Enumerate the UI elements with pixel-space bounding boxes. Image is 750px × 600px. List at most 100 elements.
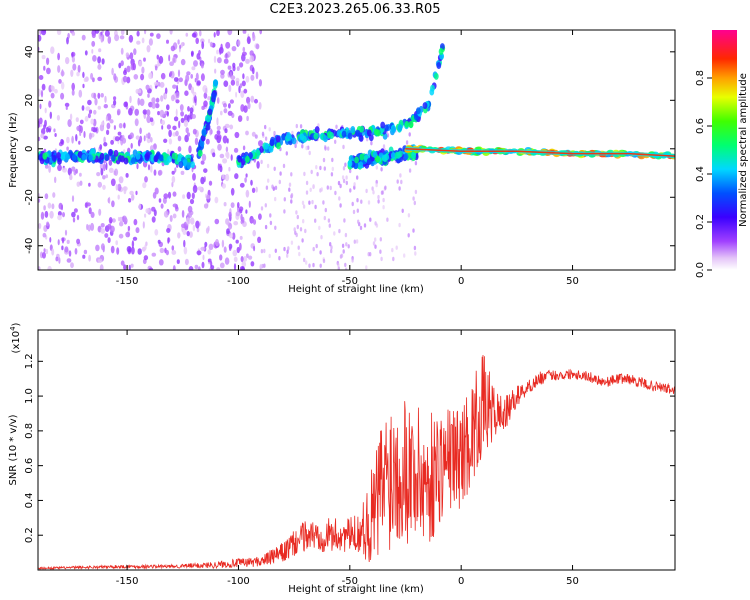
spectral-blob bbox=[331, 157, 334, 163]
spectral-blob bbox=[186, 230, 190, 237]
spectral-blob bbox=[51, 85, 55, 92]
spectral-blob bbox=[185, 32, 189, 37]
spectral-blob bbox=[66, 146, 69, 151]
spectral-blob bbox=[97, 64, 102, 70]
spectral-blob bbox=[190, 86, 195, 94]
spectral-blob bbox=[102, 175, 106, 180]
spectral-blob bbox=[104, 154, 110, 162]
spectral-blob bbox=[134, 118, 139, 127]
spectral-blob bbox=[153, 209, 157, 217]
spectral-blob bbox=[81, 105, 85, 111]
spectral-blob bbox=[43, 248, 46, 253]
spectral-blob bbox=[76, 181, 81, 187]
spectral-blob bbox=[330, 172, 334, 177]
spectral-blob bbox=[38, 136, 41, 142]
carrier-core bbox=[405, 148, 675, 157]
spectral-blob bbox=[179, 104, 184, 112]
spectral-blob bbox=[208, 243, 214, 250]
spectral-blob bbox=[187, 106, 190, 112]
spectral-blob bbox=[141, 37, 145, 44]
spectral-blob bbox=[64, 246, 69, 253]
spectral-blob bbox=[56, 152, 61, 159]
snr-frame bbox=[37, 329, 676, 571]
spectral-blob bbox=[294, 230, 297, 235]
spectral-blob bbox=[81, 34, 86, 41]
spectral-blob bbox=[58, 202, 63, 210]
spectral-blob bbox=[115, 240, 118, 246]
spectral-blob bbox=[323, 166, 326, 171]
spectral-blob bbox=[147, 93, 150, 98]
spectral-blob bbox=[177, 69, 181, 78]
spectral-blob bbox=[43, 65, 46, 71]
spectral-blob bbox=[71, 211, 76, 218]
spectral-blob bbox=[99, 162, 104, 170]
spectral-blob bbox=[137, 89, 142, 94]
spectral-blob bbox=[61, 237, 65, 244]
spectral-blob bbox=[186, 162, 192, 170]
spectral-blob bbox=[363, 223, 367, 228]
colorbar-tick-label: 0.6 bbox=[695, 118, 706, 134]
spectral-blob bbox=[139, 127, 142, 135]
spectral-blob bbox=[159, 81, 165, 88]
spectral-blob bbox=[93, 92, 97, 100]
spectral-blob bbox=[53, 128, 56, 133]
spectral-blob bbox=[258, 102, 262, 110]
spectral-blob bbox=[258, 140, 263, 147]
spectral-blob bbox=[245, 209, 248, 214]
spectral-blob bbox=[126, 246, 132, 253]
spectral-blob bbox=[214, 68, 217, 74]
spectral-blob bbox=[57, 157, 62, 165]
spectral-blob bbox=[100, 93, 104, 98]
spectral-blob bbox=[256, 161, 260, 169]
spectral-blob bbox=[142, 221, 145, 229]
spectral-blob bbox=[190, 161, 196, 169]
spectral-blob bbox=[78, 89, 83, 98]
spectral-blob bbox=[136, 163, 139, 170]
spectral-blob bbox=[230, 187, 235, 196]
spectral-blob bbox=[65, 153, 70, 161]
spectral-blob bbox=[147, 164, 151, 171]
spectral-blob bbox=[203, 100, 208, 107]
spectral-blob bbox=[120, 47, 124, 55]
spectral-blob bbox=[216, 49, 219, 55]
spectral-blob bbox=[142, 109, 148, 115]
spectral-blob bbox=[302, 135, 307, 143]
spectral-blob bbox=[359, 225, 363, 231]
spectral-blob bbox=[206, 194, 211, 200]
spectral-blob bbox=[144, 30, 147, 35]
spectral-blob bbox=[108, 167, 114, 173]
spectral-blob bbox=[347, 132, 353, 140]
spectral-blob bbox=[302, 219, 305, 224]
spectral-blob bbox=[259, 263, 263, 269]
spectral-blob bbox=[384, 124, 389, 132]
spectral-blob bbox=[403, 153, 409, 160]
spectral-blob bbox=[331, 166, 334, 172]
spectral-blob bbox=[114, 34, 120, 42]
spectral-blob bbox=[342, 166, 346, 171]
spectral-blob bbox=[353, 185, 356, 190]
spectral-blob bbox=[39, 157, 45, 165]
spectral-blob bbox=[124, 101, 128, 107]
spectral-blob bbox=[200, 63, 204, 69]
spectral-blob bbox=[370, 141, 373, 146]
spectral-blob bbox=[83, 249, 88, 255]
spectral-blob bbox=[216, 130, 221, 135]
x-tick-label: 50 bbox=[566, 276, 579, 287]
spectral-blob bbox=[200, 73, 205, 82]
spectral-blob bbox=[88, 109, 93, 114]
spectral-blob bbox=[294, 143, 297, 149]
spectral-blob bbox=[38, 193, 41, 198]
spectral-blob bbox=[132, 236, 138, 241]
spectral-blob bbox=[181, 210, 185, 218]
spectral-blob bbox=[288, 187, 291, 192]
spectral-blob bbox=[91, 126, 94, 132]
spectral-blob bbox=[342, 144, 345, 150]
spectral-blob bbox=[143, 135, 146, 142]
spectral-blob bbox=[322, 258, 326, 264]
spectral-blob bbox=[225, 151, 229, 158]
spectral-blob bbox=[160, 72, 166, 80]
spectral-blob bbox=[69, 173, 73, 180]
spectral-blob bbox=[88, 182, 91, 187]
spectrogram-y-label: Frequency (Hz) bbox=[8, 112, 19, 188]
spectral-blob bbox=[260, 249, 264, 254]
